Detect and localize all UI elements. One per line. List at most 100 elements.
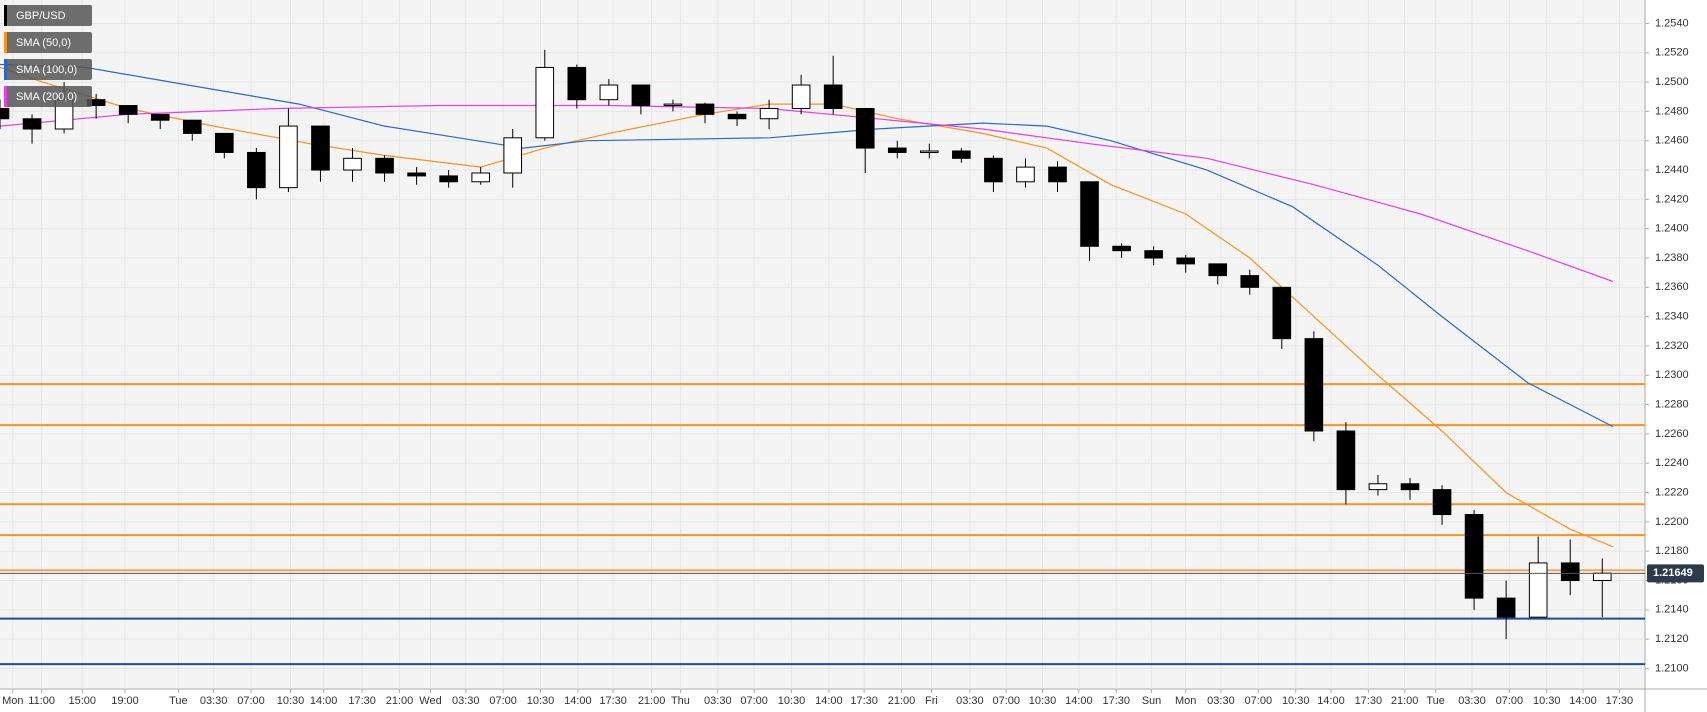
x-tick-label: 11:00	[28, 695, 55, 707]
x-tick-label: 17:30	[1102, 695, 1130, 707]
x-tick-label: 17:30	[1606, 695, 1634, 707]
legend-swatch	[4, 59, 7, 80]
x-tick-label: 17:30	[850, 695, 878, 707]
x-tick-label: 14:00	[310, 695, 338, 707]
y-tick-label: 1.2540	[1655, 17, 1689, 29]
candle-body	[695, 103, 715, 115]
x-tick-label: 07:00	[489, 695, 517, 707]
x-tick-label: 14:00	[815, 695, 843, 707]
x-tick-label: 17:30	[599, 695, 627, 707]
candle-body	[663, 103, 683, 107]
legend-box	[4, 32, 92, 53]
x-tick-label: Sun	[1142, 695, 1162, 707]
x-tick-label: 07:00	[1496, 695, 1524, 707]
legend-label: SMA (200,0)	[16, 91, 77, 103]
y-tick-label: 1.2460	[1655, 135, 1689, 147]
y-tick-label: 1.2360	[1655, 281, 1689, 293]
candle-body	[535, 66, 555, 139]
candle-body	[631, 84, 651, 107]
candle-body	[727, 113, 747, 120]
candle-body	[439, 175, 458, 183]
x-tick-label: 15:00	[68, 695, 96, 707]
x-tick-label: Mon	[1175, 695, 1196, 707]
legend-label: GBP/USD	[16, 10, 66, 22]
x-tick-label: Tue	[1426, 695, 1445, 707]
candle-body	[1432, 489, 1452, 516]
candle-body	[1400, 483, 1420, 491]
y-tick-label: 1.2300	[1655, 369, 1689, 381]
candle-body	[1464, 514, 1484, 599]
x-tick-label: 14:00	[1569, 695, 1597, 707]
candle-body	[1016, 166, 1035, 183]
candle-body	[887, 147, 907, 153]
y-tick-label: 1.2140	[1655, 604, 1689, 616]
legend-swatch	[4, 86, 7, 107]
x-tick-label: 07:00	[992, 695, 1020, 707]
y-tick-label: 1.2520	[1655, 47, 1689, 59]
x-tick-label: 21:00	[386, 695, 414, 707]
candle-body	[984, 157, 1003, 183]
legend-label: SMA (50,0)	[16, 37, 71, 49]
candle-body	[215, 132, 234, 153]
candle-body	[503, 137, 523, 174]
y-tick-label: 1.2320	[1655, 340, 1689, 352]
candle-body	[375, 157, 394, 174]
candle-body	[791, 84, 811, 109]
candle-body	[1176, 257, 1195, 265]
x-tick-label: 19:00	[111, 695, 139, 707]
candle-body	[855, 107, 875, 149]
candle-body	[1112, 245, 1131, 252]
y-tick-label: 1.2400	[1655, 223, 1689, 235]
candle-body	[311, 125, 330, 171]
candle-body	[1592, 572, 1612, 582]
x-tick-label: Wed	[419, 695, 441, 707]
x-tick-label: Mon	[2, 695, 23, 707]
x-tick-label: 10:30	[1029, 695, 1057, 707]
x-tick-label: 21:00	[1391, 695, 1419, 707]
candle-body	[1048, 166, 1067, 183]
x-tick-label: 03:30	[704, 695, 732, 707]
candle-body	[1560, 562, 1580, 582]
y-tick-label: 1.2380	[1655, 252, 1689, 264]
y-tick-label: 1.2200	[1655, 516, 1689, 528]
legend-box	[4, 5, 92, 26]
candle-body	[279, 125, 298, 189]
x-tick-label: 21:00	[638, 695, 666, 707]
legend-swatch	[4, 5, 7, 26]
x-tick-label: 10:30	[277, 695, 305, 707]
legend-box	[4, 59, 92, 80]
y-tick-label: 1.2120	[1655, 633, 1689, 645]
x-tick-label: 03:30	[1458, 695, 1486, 707]
legend-swatch	[4, 32, 7, 53]
candle-body	[599, 84, 619, 101]
x-tick-label: 03:30	[1207, 695, 1235, 707]
y-tick-label: 1.2500	[1655, 76, 1689, 88]
legend-box	[4, 86, 92, 107]
x-tick-label: Thu	[671, 695, 690, 707]
x-tick-label: 03:30	[200, 695, 228, 707]
x-tick-label: 17:30	[1355, 695, 1383, 707]
x-tick-label: 10:30	[1282, 695, 1310, 707]
x-tick-label: Tue	[169, 695, 188, 707]
candle-body	[343, 157, 362, 171]
sma-line	[0, 104, 1614, 283]
candle-body	[1336, 430, 1356, 491]
y-tick-label: 1.2280	[1655, 399, 1689, 411]
y-tick-label: 1.2440	[1655, 164, 1689, 176]
candle-body	[1528, 562, 1548, 618]
y-tick-label: 1.2420	[1655, 193, 1689, 205]
last-price-box	[1647, 564, 1704, 583]
candle-body	[1208, 263, 1228, 277]
candle-body	[0, 107, 10, 120]
x-tick-label: 07:00	[1245, 695, 1273, 707]
plot-area	[0, 0, 1645, 689]
candle-body	[22, 118, 42, 130]
candle-body	[471, 172, 490, 183]
y-tick-label: 1.2220	[1655, 486, 1689, 498]
candle-body	[118, 105, 138, 115]
x-tick-label: Fri	[925, 695, 938, 707]
candle-body	[920, 150, 939, 153]
x-tick-label: 14:00	[564, 695, 592, 707]
candle-body	[1272, 286, 1292, 340]
